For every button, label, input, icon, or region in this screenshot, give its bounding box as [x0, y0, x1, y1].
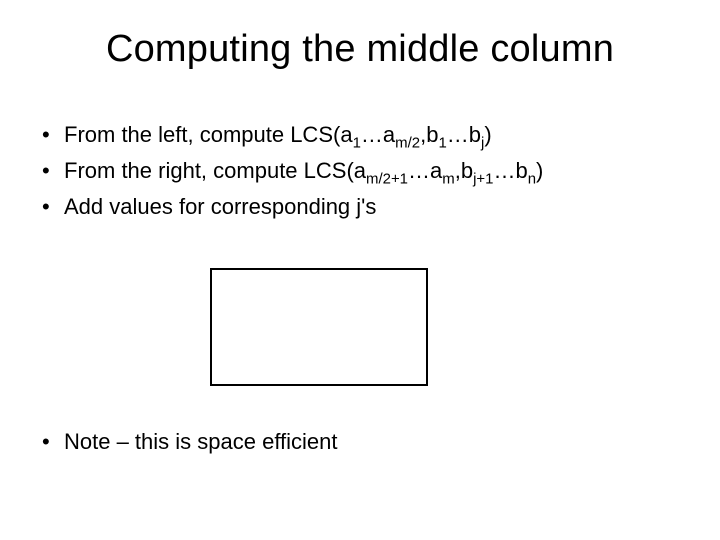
bullet-list: From the left, compute LCS(a1…am/2,b1…bj…: [40, 119, 680, 223]
page-title: Computing the middle column: [40, 28, 680, 71]
slide: Computing the middle column From the lef…: [0, 0, 720, 540]
b2-sub-3: j+1: [473, 170, 493, 187]
b1-sub-3: 1: [438, 134, 446, 151]
placeholder-box: [210, 268, 428, 386]
b1-text-5: ): [484, 122, 491, 147]
b2-sub-2: m: [442, 170, 454, 187]
b1-text-4: …b: [447, 122, 481, 147]
b2-text-4: …b: [493, 158, 527, 183]
b2-text-2: …a: [408, 158, 442, 183]
b2-sub-4: n: [528, 170, 536, 187]
b2-text-3: ,b: [455, 158, 473, 183]
bullet-item-2: From the right, compute LCS(am/2+1…am,bj…: [40, 155, 680, 187]
bullet-item-note: Note – this is space efficient: [40, 426, 680, 458]
bullet-item-1: From the left, compute LCS(a1…am/2,b1…bj…: [40, 119, 680, 151]
note-list: Note – this is space efficient: [40, 426, 680, 462]
b2-sub-1: m/2+1: [366, 170, 408, 187]
b1-text-3: ,b: [420, 122, 438, 147]
b2-text-5: ): [536, 158, 543, 183]
b1-sub-2: m/2: [395, 134, 420, 151]
b2-text-1: From the right, compute LCS(a: [64, 158, 366, 183]
bullet-item-3: Add values for corresponding j's: [40, 191, 680, 223]
b1-text-2: …a: [361, 122, 395, 147]
b1-text-1: From the left, compute LCS(a: [64, 122, 353, 147]
b1-sub-1: 1: [353, 134, 361, 151]
